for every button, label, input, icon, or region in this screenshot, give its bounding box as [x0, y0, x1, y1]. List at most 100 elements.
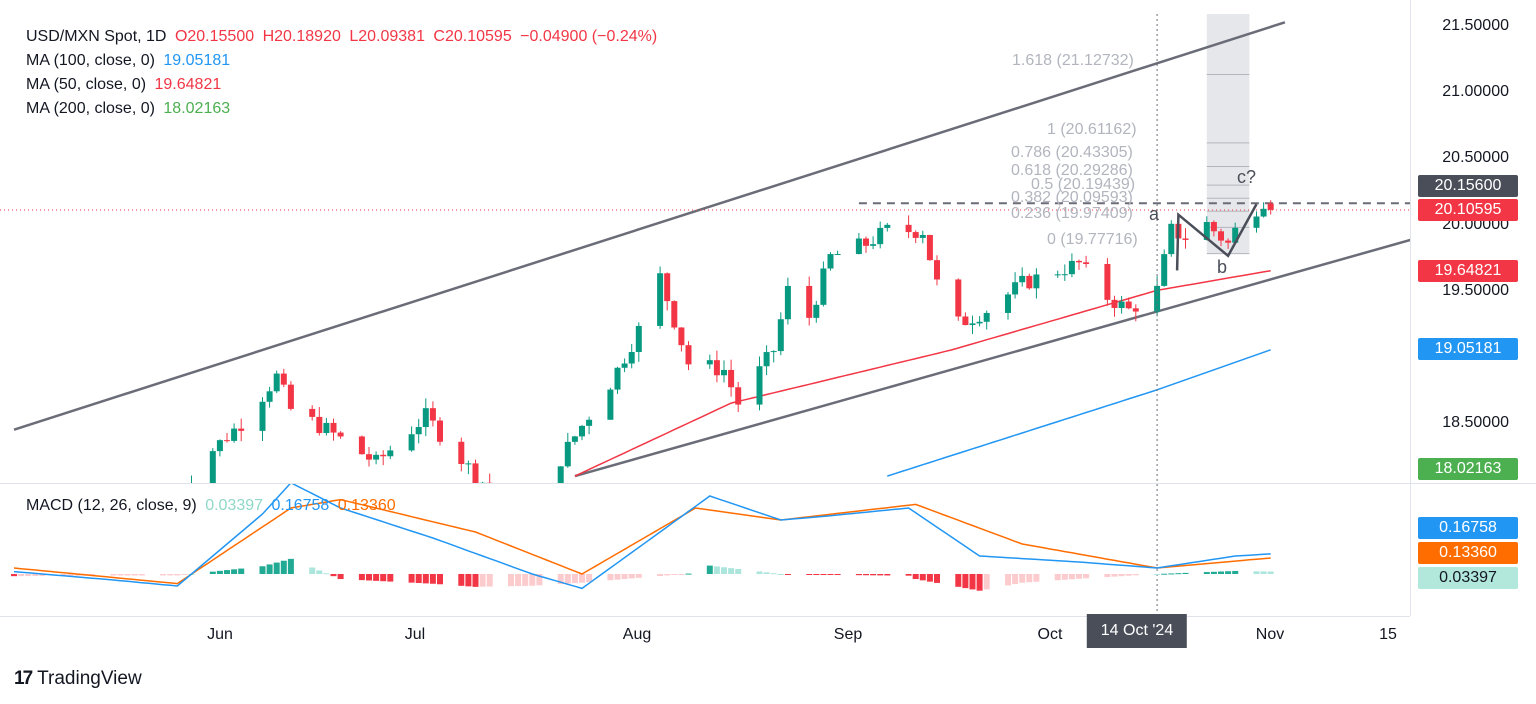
- candle-body: [571, 436, 578, 442]
- macd-histogram-bar: [316, 570, 323, 574]
- macd-histogram-bar: [1125, 574, 1132, 576]
- candle-body: [259, 401, 266, 431]
- candle-body: [1161, 254, 1168, 286]
- ma100-label: MA (100, close, 0): [26, 52, 155, 69]
- fib-label: 1.618 (21.12732): [1012, 52, 1134, 69]
- macd-histogram-bar: [1253, 571, 1260, 574]
- candle-body: [1125, 301, 1132, 309]
- macd-histogram-bar: [713, 566, 720, 574]
- candle-body: [1218, 231, 1224, 241]
- abc-wave-line: [1175, 203, 1258, 271]
- candle-body: [834, 254, 841, 256]
- candle-body: [1225, 240, 1232, 243]
- macd-histogram-bar: [912, 574, 919, 580]
- candle-body: [621, 363, 628, 368]
- macd-histogram-bar: [337, 574, 344, 580]
- macd-pane[interactable]: [11, 483, 1274, 616]
- macd-histogram-bar: [224, 570, 230, 574]
- fib-zone: [1206, 14, 1250, 254]
- macd-histogram-bar: [408, 574, 415, 583]
- candle-body: [657, 273, 664, 326]
- time-tick: Sep: [833, 626, 863, 643]
- macd-histogram-bar: [855, 574, 862, 576]
- candle-body: [1033, 274, 1040, 289]
- wave-label-a: a: [1149, 204, 1160, 224]
- candle-body: [358, 436, 365, 455]
- macd-histogram-bar: [437, 574, 443, 585]
- candle-body: [1076, 260, 1082, 263]
- macd-histogram-bar: [1111, 574, 1118, 577]
- price-pane[interactable]: [0, 14, 1420, 616]
- open-value: O20.15500: [174, 28, 255, 45]
- fib-label: 0 (19.77716): [1047, 231, 1138, 248]
- ma100-legend[interactable]: MA (100, close, 0) 19.05181: [26, 52, 234, 70]
- macd-histogram-bar: [415, 574, 422, 584]
- ma200-legend[interactable]: MA (200, close, 0) 18.02163: [26, 100, 234, 118]
- macd-histogram-bar: [756, 571, 763, 574]
- macd-histogram-bar: [515, 574, 522, 587]
- candle-body: [855, 238, 862, 255]
- tradingview-logo[interactable]: 17 TradingView: [14, 668, 142, 690]
- candle-body: [380, 454, 387, 457]
- candle-body: [1253, 216, 1260, 228]
- macd-histogram-bar: [579, 574, 585, 583]
- macd-histogram-bar: [678, 574, 685, 575]
- candle-body: [366, 454, 372, 460]
- macd-histogram-bar: [309, 567, 316, 574]
- candle-body: [1061, 274, 1068, 276]
- candle-body: [1068, 260, 1075, 275]
- candle-body: [635, 325, 642, 353]
- macd-histogram-bar: [74, 574, 81, 576]
- macd-histogram-bar: [124, 574, 131, 576]
- change-value: −0.04900 (−0.24%): [520, 28, 658, 45]
- candle-body: [756, 366, 763, 405]
- candle-body: [486, 482, 493, 483]
- macd-histogram-bar: [1154, 574, 1161, 575]
- macd-histogram-bar: [728, 568, 735, 574]
- candle-body: [181, 491, 187, 496]
- wave-label-b: b: [1217, 257, 1228, 277]
- candle-body: [1104, 264, 1111, 300]
- macd-histogram-bar: [32, 574, 39, 577]
- macd-histogram-bar: [870, 574, 877, 576]
- candle-body: [1118, 301, 1125, 308]
- candle-body: [209, 451, 216, 483]
- macd-histogram-bar: [18, 574, 25, 577]
- fib-label: 0.786 (20.43305): [1011, 144, 1133, 161]
- fib-label: 1 (20.61162): [1047, 121, 1137, 138]
- candle-body: [408, 434, 415, 451]
- candle-body: [1210, 221, 1217, 232]
- candle-body: [231, 428, 238, 441]
- ma50-value: 19.64821: [154, 76, 222, 93]
- ma50-legend[interactable]: MA (50, close, 0) 19.64821: [26, 76, 225, 94]
- macd-legend[interactable]: MACD (12, 26, close, 9) 0.03397 0.16758 …: [26, 497, 400, 515]
- macd-histogram-bar: [380, 574, 387, 582]
- macd-histogram-bar: [1225, 571, 1232, 574]
- macd-histogram-bar: [806, 574, 813, 575]
- macd-histogram-bar: [479, 574, 486, 587]
- macd-histogram-bar: [1061, 574, 1068, 580]
- macd-line-badge: 0.16758: [1418, 517, 1518, 539]
- macd-histogram-bar: [366, 574, 372, 581]
- candle-body: [1232, 227, 1239, 243]
- candle-body: [607, 389, 614, 420]
- ma100-line: [887, 349, 1271, 477]
- macd-signal-badge: 0.13360: [1418, 542, 1518, 564]
- ma200-label: MA (200, close, 0): [26, 100, 155, 117]
- macd-histogram-bar: [323, 573, 330, 575]
- candle-body: [671, 301, 678, 328]
- price-tick: 18.50000: [1442, 414, 1509, 431]
- candle-body: [962, 316, 969, 326]
- macd-histogram-bar: [1012, 574, 1019, 585]
- macd-histogram-bar: [628, 574, 635, 579]
- macd-histogram-bar: [522, 574, 529, 586]
- candle-body: [1026, 275, 1033, 289]
- candle-body: [777, 319, 784, 352]
- time-tick: Oct: [1037, 626, 1063, 643]
- candle-body: [728, 369, 735, 388]
- macd-histogram-bar: [472, 574, 479, 587]
- crosshair-date-label: 14 Oct '24: [1086, 614, 1188, 648]
- macd-signal-value: 0.13360: [337, 497, 396, 514]
- macd-histogram-bar: [614, 574, 621, 580]
